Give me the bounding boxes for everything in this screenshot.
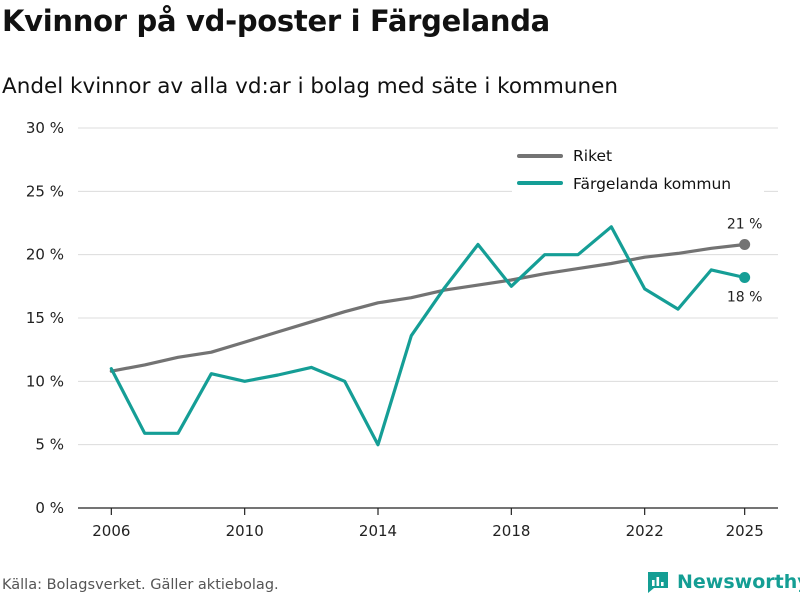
legend: Riket Färgelanda kommun — [512, 143, 764, 199]
chart-title: Kvinnor på vd-poster i Färgelanda — [2, 4, 550, 38]
series-line-riket — [109, 242, 747, 373]
x-tick-label: 2014 — [359, 522, 397, 540]
x-tick-label: 2010 — [226, 522, 264, 540]
legend-label-fargelanda: Färgelanda kommun — [573, 175, 731, 193]
brand-logo: Newsworthy — [645, 569, 800, 595]
end-point-fargelanda — [739, 271, 751, 283]
x-tick-label: 2018 — [492, 522, 530, 540]
label-layer: 21 % 18 % — [727, 217, 763, 306]
axis-layer: 0 % 5 % 10 % 15 % 20 % 25 % 30 % 2006 2010 2014 20… — [26, 119, 764, 540]
grid-layer — [78, 127, 778, 509]
y-tick-label: 5 % — [35, 436, 64, 454]
end-point-riket — [739, 239, 751, 251]
x-tick-label: 2006 — [92, 522, 130, 540]
y-tick-label: 10 % — [26, 372, 64, 390]
end-label-fargelanda: 18 % — [727, 289, 763, 305]
series-layer — [109, 225, 751, 447]
x-tick-label: 2025 — [726, 522, 764, 540]
chart-subtitle: Andel kvinnor av alla vd:ar i bolag med … — [2, 74, 618, 99]
y-tick-label: 20 % — [26, 246, 64, 264]
y-tick-label: 0 % — [35, 499, 64, 517]
series-line-fargelanda — [109, 225, 747, 447]
x-tick-label: 2022 — [626, 522, 664, 540]
brand-name: Newsworthy — [677, 571, 800, 593]
source-note: Källa: Bolagsverket. Gäller aktiebolag. — [2, 577, 279, 593]
end-label-riket: 21 % — [727, 217, 763, 233]
y-tick-label: 15 % — [26, 309, 64, 327]
legend-label-riket: Riket — [573, 147, 612, 165]
y-tick-label: 30 % — [26, 119, 64, 137]
y-tick-label: 25 % — [26, 182, 64, 200]
newsworthy-logo-icon — [648, 572, 668, 593]
legend-background — [512, 143, 764, 199]
